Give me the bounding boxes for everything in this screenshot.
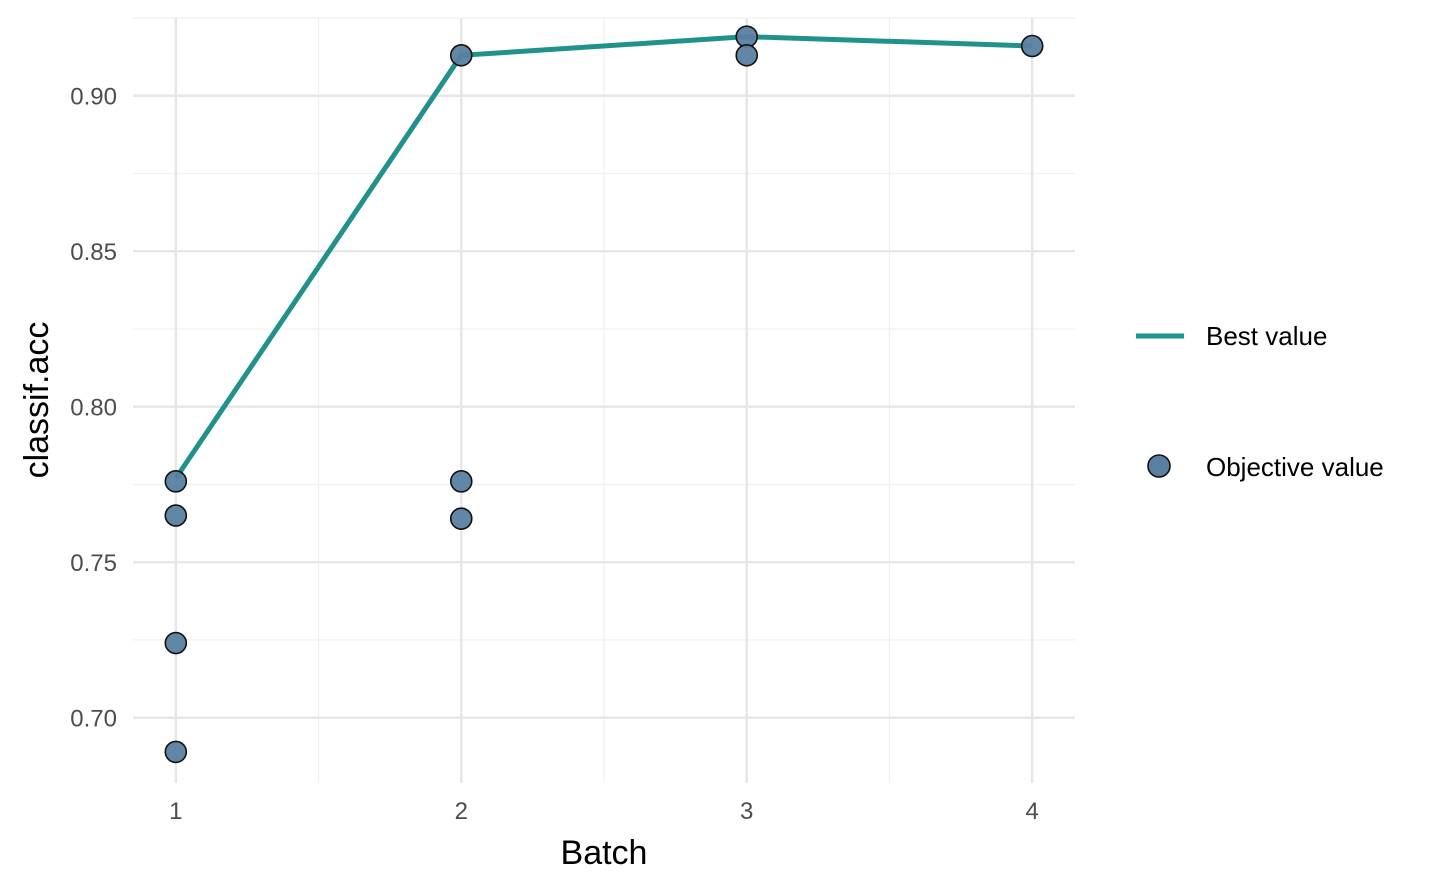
y-tick-label: 0.85: [70, 239, 117, 266]
y-axis-title: classif.acc: [18, 322, 56, 479]
objective-value-point: [164, 504, 188, 527]
legend-point-key: [1147, 454, 1171, 478]
objective-value-point: [735, 25, 759, 48]
objective-value-point: [735, 44, 759, 67]
x-tick-label: 3: [740, 798, 753, 825]
objective-value-point: [164, 631, 188, 655]
x-tick-label: 1: [169, 798, 182, 825]
grid-major: [133, 18, 1075, 783]
y-tick-label: 0.70: [70, 706, 117, 733]
objective-value-point: [164, 740, 188, 764]
legend: Best value Objective value: [1136, 321, 1384, 482]
objective-value-point: [449, 507, 473, 530]
x-axis-title: Batch: [561, 834, 648, 872]
legend-line-label: Best value: [1206, 321, 1327, 351]
x-tick-label: 4: [1026, 798, 1039, 825]
best-value-series: [173, 34, 1033, 480]
y-tick-label: 0.75: [70, 550, 117, 577]
x-axis-ticks: 1 2 3 4: [169, 798, 1039, 825]
x-tick-label: 2: [455, 798, 468, 825]
y-tick-label: 0.80: [70, 395, 117, 422]
y-axis-ticks: 0.70 0.75 0.80 0.85 0.90: [70, 84, 117, 733]
grid-minor: [133, 17, 1075, 783]
objective-value-series: [164, 25, 1044, 764]
objective-value-point: [164, 470, 188, 493]
legend-point-label: Objective value: [1206, 452, 1384, 482]
objective-value-point: [449, 44, 473, 67]
y-tick-label: 0.90: [70, 84, 117, 111]
objective-value-point: [1020, 34, 1044, 58]
best-value-line: [173, 34, 1033, 480]
objective-value-point: [449, 470, 473, 493]
